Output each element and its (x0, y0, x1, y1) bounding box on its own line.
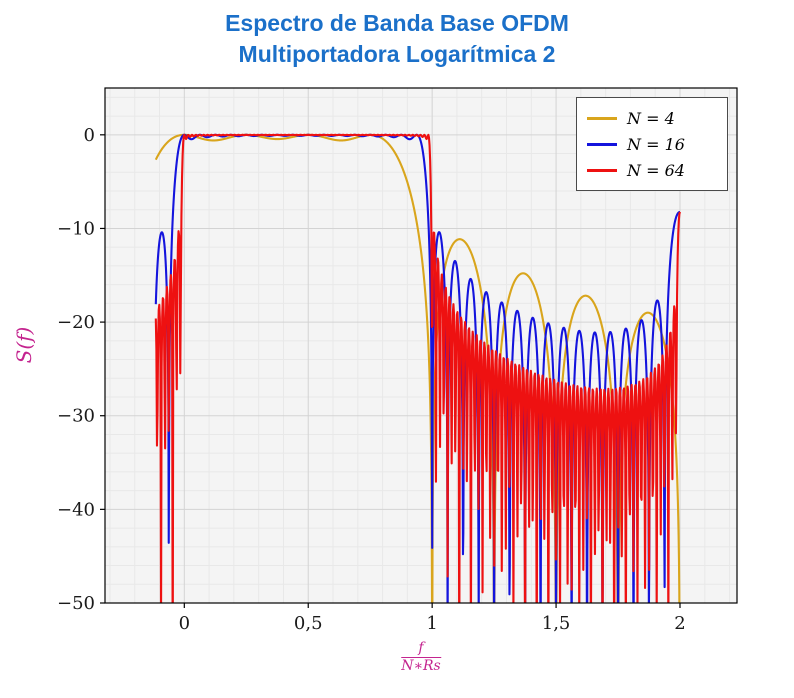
svg-text:0,5: 0,5 (294, 613, 323, 634)
legend-swatch-n16 (587, 142, 617, 146)
chart-title: Espectro de Banda Base OFDM Multiportado… (0, 8, 794, 70)
svg-text:−20: −20 (57, 312, 95, 333)
chart-title-line1: Espectro de Banda Base OFDM (225, 10, 569, 36)
svg-text:−40: −40 (57, 499, 95, 520)
x-axis-label-denominator: N∗Rs (401, 658, 441, 675)
x-axis-label: f N∗Rs (401, 640, 441, 676)
svg-text:0: 0 (179, 613, 190, 634)
legend-label-n16: N = 16 (627, 134, 685, 154)
legend-item-n16: N = 16 (587, 131, 717, 157)
x-axis-label-numerator: f (401, 640, 441, 659)
y-axis-label: S(f) (12, 326, 36, 364)
svg-text:−10: −10 (57, 218, 95, 239)
legend-swatch-n4 (587, 116, 617, 120)
legend-box: N = 4 N = 16 N = 64 (576, 97, 728, 191)
legend-label-n64: N = 64 (627, 160, 685, 180)
svg-text:1,5: 1,5 (542, 613, 571, 634)
legend-item-n64: N = 64 (587, 157, 717, 183)
svg-text:−50: −50 (57, 593, 95, 614)
legend-item-n4: N = 4 (587, 105, 717, 131)
svg-text:0: 0 (84, 125, 95, 146)
legend-label-n4: N = 4 (627, 108, 675, 128)
svg-text:−30: −30 (57, 406, 95, 427)
legend-swatch-n64 (587, 168, 617, 172)
svg-text:1: 1 (426, 613, 437, 634)
svg-text:2: 2 (674, 613, 685, 634)
chart-title-line2: Multiportadora Logarítmica 2 (238, 41, 556, 67)
